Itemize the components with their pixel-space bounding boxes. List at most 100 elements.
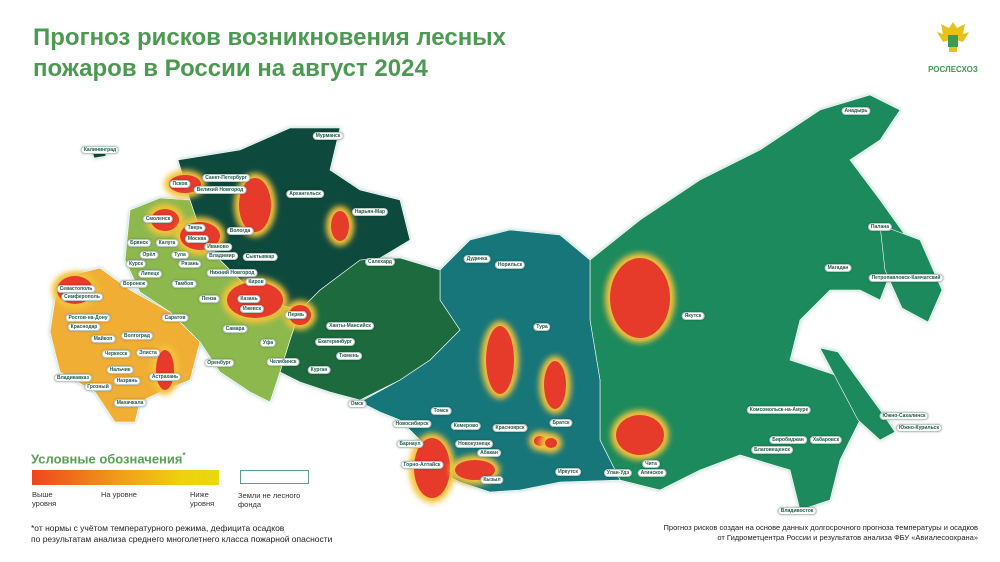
city-label: Иркутск (555, 468, 581, 476)
legend-non-forest-swatch (240, 470, 309, 484)
city-label: Южно-Сахалинск (879, 412, 929, 420)
city-label: Курган (307, 366, 331, 374)
city-label: Благовещенск (751, 446, 793, 454)
source-line-2: от Гидрометцентра России и результатов а… (717, 533, 978, 542)
city-label: Махачкала (113, 399, 147, 407)
city-label: Салехард (365, 258, 395, 266)
fire-risk-hotspot (616, 415, 664, 455)
city-label: Псков (169, 180, 191, 188)
city-label: Кызыл (480, 476, 504, 484)
city-label: Смоленск (142, 215, 174, 223)
eagle-emblem-icon (937, 22, 969, 52)
city-label: Волгоград (121, 332, 153, 340)
city-label: Омск (347, 400, 367, 408)
city-label: Казань (237, 295, 261, 303)
city-label: Новокузнецк (455, 440, 493, 448)
city-label: Нижний Новгород (206, 269, 258, 277)
source-line-1: Прогноз рисков создан на основе данных д… (663, 523, 978, 532)
city-label: Элиста (136, 349, 160, 357)
city-label: Уфа (259, 339, 277, 347)
city-label: Калуга (155, 239, 179, 247)
city-label: Санкт-Петербург (202, 174, 250, 182)
city-label: Комсомольск-на-Амуре (746, 406, 812, 414)
footnote-line-2: по результатам анализа среднего многолет… (31, 534, 333, 544)
legend-above-label: Выше уровня (32, 490, 57, 508)
city-label: Чита (642, 460, 660, 468)
city-label: Норильск (494, 261, 526, 269)
region-kamchatka (879, 224, 943, 323)
city-label: Воронеж (119, 280, 149, 288)
city-label: Тула (171, 251, 189, 259)
city-label: Петропавловск-Камчатский (868, 274, 944, 282)
legend-title-text: Условные обозначения (31, 451, 183, 467)
title-line-1: Прогноз рисков возникновения лесных (33, 24, 507, 51)
city-label: Сыктывкар (242, 253, 278, 261)
city-label: Барнаул (396, 440, 424, 448)
fire-risk-hotspot (239, 178, 271, 232)
city-label: Назрань (113, 377, 141, 385)
fire-risk-hotspot (486, 326, 514, 394)
fire-risk-hotspot (455, 460, 495, 480)
city-label: Калининград (80, 146, 120, 154)
footnote-line-1: *от нормы с учётом температурного режима… (31, 523, 285, 533)
city-label: Оренбург (204, 359, 234, 367)
city-label: Нарьян-Мар (351, 208, 389, 216)
city-label: Орёл (139, 251, 159, 259)
city-label: Мурманск (312, 132, 344, 140)
city-label: Дудинка (463, 255, 491, 263)
city-label: Рязань (178, 260, 202, 268)
legend-at-label: На уровне (101, 490, 137, 499)
city-label: Анадырь (841, 107, 871, 115)
fire-risk-hotspot (545, 438, 557, 448)
city-label: Кемерово (450, 422, 482, 430)
legend-gradient-bar (32, 470, 219, 485)
city-label: Абакан (477, 449, 501, 457)
footnote: *от нормы с учётом температурного режима… (31, 523, 332, 545)
legend-title: Условные обозначения* (31, 451, 186, 466)
city-label: Владикавказ (53, 374, 93, 382)
city-label: Тура (533, 323, 551, 331)
city-label: Тюмень (336, 352, 362, 360)
city-label: Ижевск (239, 305, 265, 313)
page-title: Прогноз рисков возникновения лесных пожа… (33, 22, 506, 84)
city-label: Ростов-на-Дону (65, 314, 111, 322)
city-label: Пермь (284, 311, 308, 319)
city-label: Нальчик (106, 366, 134, 374)
title-line-2: пожаров в России на август 2024 (33, 55, 428, 82)
region-sakhalin (819, 347, 896, 441)
city-label: Саратов (161, 314, 189, 322)
city-label: Пенза (198, 295, 220, 303)
city-label: Киров (245, 278, 267, 286)
city-label: Астрахань (148, 373, 182, 381)
city-label: Черкесск (101, 350, 131, 358)
source-note: Прогноз рисков создан на основе данных д… (664, 523, 978, 543)
city-label: Майкоп (90, 335, 116, 343)
city-label: Новосибирск (392, 420, 432, 428)
city-label: Севастополь (56, 285, 96, 293)
region-far-east (589, 94, 906, 511)
city-label: Липецк (138, 270, 162, 278)
city-label: Владимир (206, 252, 238, 260)
city-label: Палана (867, 223, 893, 231)
fire-risk-hotspot (610, 258, 670, 338)
city-label: Хабаровск (809, 436, 843, 444)
city-label: Великий Новгород (193, 186, 247, 194)
logo-text: РОСЛЕСХОЗ (928, 65, 978, 74)
legend-non-forest-label: Земли не лесного фонда (238, 491, 301, 509)
city-label: Биробиджан (769, 436, 807, 444)
city-label: Екатеринбург (315, 338, 355, 346)
city-label: Иваново (204, 243, 232, 251)
fire-risk-hotspot (544, 361, 566, 409)
city-label: Ханты-Мансийск (326, 322, 374, 330)
city-label: Грозный (84, 383, 112, 391)
city-label: Краснодар (67, 323, 101, 331)
city-label: Симферополь (61, 293, 103, 301)
city-label: Горно-Алтайск (400, 461, 444, 469)
legend-below-label: Ниже уровня (190, 490, 215, 508)
logo: РОСЛЕСХОЗ (918, 18, 988, 74)
city-label: Вологда (226, 227, 254, 235)
city-label: Томск (430, 407, 452, 415)
city-label: Челябинск (266, 358, 300, 366)
city-label: Курск (125, 260, 147, 268)
city-label: Тамбов (171, 280, 197, 288)
